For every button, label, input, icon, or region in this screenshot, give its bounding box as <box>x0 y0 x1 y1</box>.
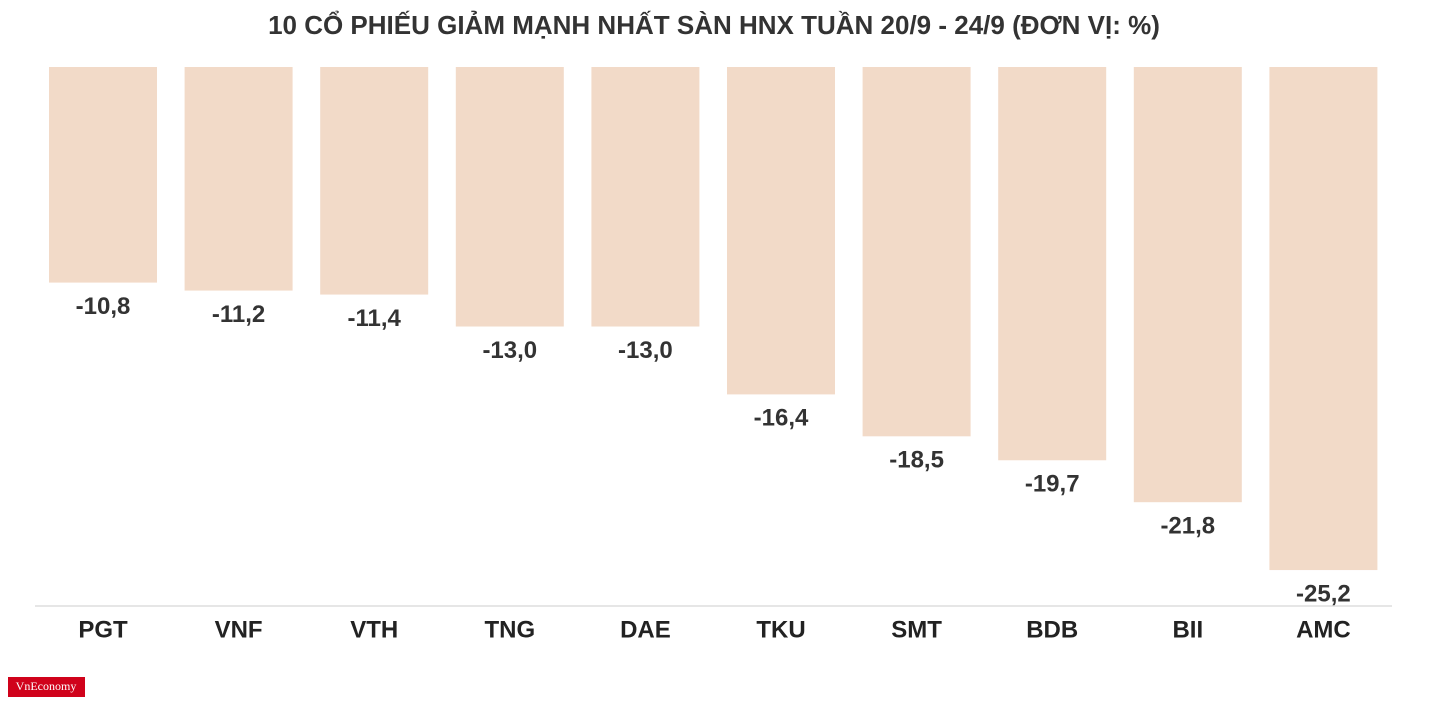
value-label: -13,0 <box>482 337 537 364</box>
value-label: -11,4 <box>348 305 402 332</box>
value-label: -19,7 <box>1025 471 1080 498</box>
value-label: -13,0 <box>618 337 673 364</box>
x-tick-label: TNG <box>484 616 535 643</box>
x-tick-label: BII <box>1172 616 1203 643</box>
value-label: -21,8 <box>1160 513 1215 540</box>
value-label: -18,5 <box>889 447 944 474</box>
bar <box>591 67 700 327</box>
bar <box>184 67 293 291</box>
bar <box>320 67 429 295</box>
logo-box <box>8 677 85 697</box>
bar <box>1269 67 1378 571</box>
x-tick-label: TKU <box>756 616 805 643</box>
x-tick-label: DAE <box>620 616 671 643</box>
bar <box>49 67 157 283</box>
bar <box>455 67 564 327</box>
x-tick-label: VNF <box>215 616 263 643</box>
x-tick-label: VTH <box>350 616 398 643</box>
bar <box>727 67 835 395</box>
x-tick-label: PGT <box>78 616 128 643</box>
value-label: -10,8 <box>76 293 131 320</box>
value-label: -11,2 <box>212 301 265 328</box>
bar <box>862 67 971 437</box>
bar <box>1133 67 1242 503</box>
value-label: -16,4 <box>754 405 809 432</box>
x-tick-label: AMC <box>1296 616 1351 643</box>
value-label: -25,2 <box>1296 580 1351 607</box>
x-tick-label: SMT <box>891 616 942 643</box>
chart-title: 10 CỔ PHIẾU GIẢM MẠNH NHẤT SÀN HNX TUẦN … <box>268 10 1160 40</box>
logo: VnEconomy <box>16 679 77 693</box>
bar <box>998 67 1107 461</box>
x-tick-label: BDB <box>1026 616 1078 643</box>
